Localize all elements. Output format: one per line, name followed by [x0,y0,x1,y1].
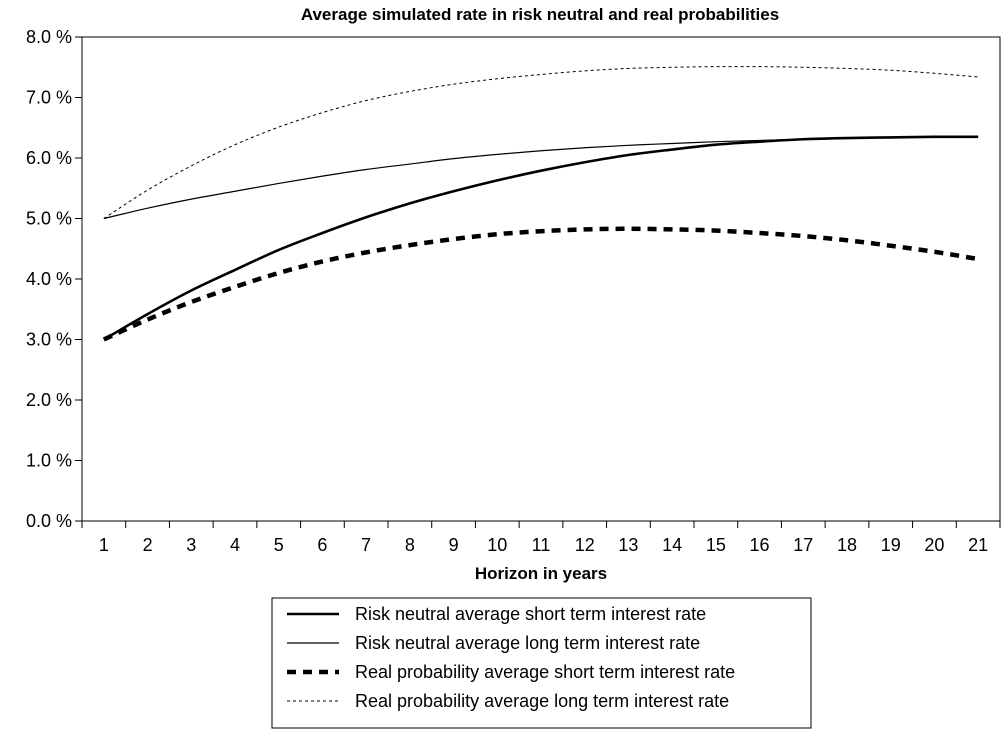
y-tick-label: 7.0 % [26,88,72,108]
legend-label: Real probability average short term inte… [355,662,735,682]
y-tick-label: 0.0 % [26,511,72,531]
x-tick-label: 10 [487,535,507,555]
y-tick-label: 6.0 % [26,148,72,168]
x-tick-label: 19 [881,535,901,555]
series-layer [102,66,979,342]
x-tick-label: 17 [793,535,813,555]
x-tick-label: 5 [274,535,284,555]
series-line-4 [103,66,979,219]
x-tick-label: 18 [837,535,857,555]
x-tick-label: 4 [230,535,240,555]
y-tick-label: 8.0 % [26,27,72,47]
x-axis-label: Horizon in years [475,564,607,583]
plot-area [81,36,1001,522]
legend-label: Risk neutral average long term interest … [355,633,700,653]
y-tick-label: 5.0 % [26,209,72,229]
series-line-2 [103,136,979,220]
x-tick-label: 11 [532,535,551,555]
y-tick-label: 2.0 % [26,390,72,410]
x-tick-label: 13 [618,535,638,555]
chart-title: Average simulated rate in risk neutral a… [301,5,779,24]
x-tick-label: 6 [317,535,327,555]
y-axis: 0.0 % 1.0 % 2.0 % 3.0 % 4.0 % 5.0 % 6.0 % 7.0 %… [26,27,82,531]
x-tick-label: 21 [968,535,988,555]
x-tick-label: 1 [99,535,109,555]
x-tick-label: 20 [924,535,944,555]
series-line-1 [103,135,979,341]
x-tick-label: 3 [186,535,196,555]
x-tick-label: 2 [143,535,153,555]
x-tick-label: 7 [361,535,371,555]
x-tick-label: 12 [575,535,595,555]
series-line-3 [102,226,979,342]
legend-label: Real probability average long term inter… [355,691,729,711]
legend-label: Risk neutral average short term interest… [355,604,706,624]
x-axis: 1 2 3 4 5 6 7 8 9 10 11 12 13 14 15 16 17 18 19 20 21 [81,521,1001,555]
x-tick-label: 15 [706,535,726,555]
legend-box [271,597,812,729]
legend: Risk neutral average short term interest… [271,597,812,729]
x-tick-label: 9 [449,535,459,555]
y-tick-label: 4.0 % [26,269,72,289]
x-tick-label: 14 [662,535,682,555]
y-tick-label: 3.0 % [26,330,72,350]
y-tick-label: 1.0 % [26,451,72,471]
x-tick-label: 8 [405,535,415,555]
x-tick-label: 16 [750,535,770,555]
